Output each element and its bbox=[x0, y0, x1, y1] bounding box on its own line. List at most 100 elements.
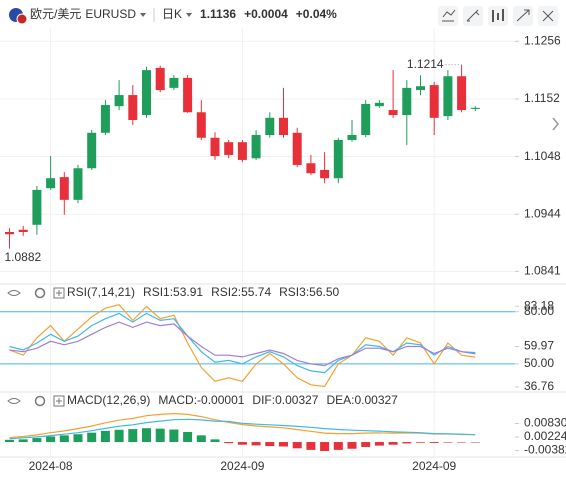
x-tick-label: 2024-09 bbox=[412, 459, 456, 473]
add-icon-cross bbox=[56, 290, 62, 296]
y-tick-label: -0.00382 bbox=[524, 443, 566, 457]
x-tick-label: 2024-09 bbox=[220, 459, 264, 473]
settings-icon[interactable] bbox=[34, 287, 46, 299]
x-tick-label: 2024-08 bbox=[29, 459, 73, 473]
candle-body bbox=[142, 70, 151, 116]
min-label: 1.0882 bbox=[5, 250, 42, 264]
histogram-bar bbox=[73, 434, 83, 443]
histogram-bar bbox=[5, 439, 14, 443]
visibility-icon[interactable] bbox=[7, 290, 21, 296]
candle-body bbox=[5, 232, 14, 235]
series-line bbox=[9, 412, 476, 439]
histogram-bar bbox=[416, 442, 425, 443]
histogram-bar bbox=[32, 438, 42, 443]
series-line bbox=[9, 418, 476, 440]
candle-body bbox=[320, 169, 330, 179]
histogram-bar bbox=[374, 442, 384, 446]
y-tick-label: 0.00830 bbox=[524, 416, 566, 430]
candle-body bbox=[429, 85, 439, 118]
candle-body bbox=[265, 117, 275, 135]
visibility-icon[interactable] bbox=[7, 398, 21, 404]
histogram-bar bbox=[169, 429, 179, 443]
histogram-bar bbox=[237, 442, 247, 445]
legend-label: RSI1:53.91 bbox=[143, 285, 203, 299]
icon bbox=[466, 9, 480, 22]
draw-tool-button[interactable] bbox=[438, 6, 458, 26]
flag-icon bbox=[9, 8, 28, 25]
y-tick-label: 1.1048 bbox=[524, 149, 561, 163]
candle-body bbox=[279, 117, 288, 135]
add-icon-cross bbox=[56, 398, 62, 404]
candle-body bbox=[196, 112, 206, 138]
histogram-bar bbox=[114, 429, 124, 443]
candle-body bbox=[361, 103, 371, 135]
candle-body bbox=[470, 107, 480, 109]
legend-label: DIF:0.00327 bbox=[252, 393, 318, 407]
y-tick-label: 83.18 bbox=[524, 298, 554, 312]
panel-title: MACD(12,26,9) bbox=[67, 393, 150, 407]
candle-body bbox=[46, 178, 56, 189]
add-icon[interactable] bbox=[53, 395, 65, 407]
candle-body bbox=[237, 142, 247, 160]
y-tick-label: 36.76 bbox=[524, 379, 554, 393]
histogram-bar bbox=[292, 442, 302, 449]
y-tick-label: 50.00 bbox=[524, 356, 554, 370]
settings-icon[interactable] bbox=[34, 395, 46, 407]
change: +0.0004 bbox=[244, 7, 288, 21]
price: 1.1136 bbox=[200, 7, 236, 21]
candle-body bbox=[292, 132, 302, 165]
histogram-bar bbox=[429, 442, 439, 443]
candle-body bbox=[443, 76, 453, 117]
candle-body bbox=[210, 137, 220, 157]
histogram-bar bbox=[443, 442, 453, 443]
candle-body bbox=[306, 163, 316, 174]
legend-label: MACD:-0.00001 bbox=[158, 393, 244, 407]
candle-body bbox=[155, 67, 165, 91]
histogram-bar bbox=[142, 428, 151, 443]
y-tick-label: 59.97 bbox=[524, 339, 554, 353]
icon bbox=[542, 10, 554, 22]
candle-body bbox=[32, 189, 42, 225]
histogram-bar bbox=[361, 442, 371, 447]
histogram-bar bbox=[251, 442, 261, 446]
histogram-bar bbox=[100, 430, 110, 443]
histogram-bar bbox=[18, 439, 28, 443]
histogram-bar bbox=[265, 442, 275, 447]
histogram-bar bbox=[59, 435, 69, 443]
panel-title: RSI(7,14,21) bbox=[67, 285, 135, 299]
y-tick-label: 1.0841 bbox=[524, 264, 561, 278]
histogram-bar bbox=[470, 442, 480, 443]
histogram-bar bbox=[279, 442, 288, 447]
symbol-name: 欧元/美元 bbox=[30, 7, 81, 21]
dropdown-arrow bbox=[140, 13, 147, 17]
pen-button[interactable] bbox=[463, 6, 483, 26]
candle-body bbox=[251, 134, 261, 159]
histogram-bar bbox=[457, 442, 467, 443]
legend-label: DEA:0.00327 bbox=[326, 393, 398, 407]
histogram-bar bbox=[183, 431, 193, 443]
candle-body bbox=[114, 95, 124, 107]
candle-body bbox=[183, 77, 193, 113]
icon bbox=[516, 9, 530, 22]
period: 日K bbox=[162, 7, 182, 21]
y-tick-label: 80.00 bbox=[524, 304, 554, 318]
symbol: EURUSD bbox=[85, 7, 136, 21]
collapse-arrow[interactable] bbox=[552, 117, 559, 131]
change-pct: +0.04% bbox=[296, 7, 337, 21]
histogram-bar bbox=[210, 439, 220, 443]
toolbar-icons bbox=[438, 6, 558, 26]
candle-body bbox=[388, 110, 398, 116]
candle-body bbox=[87, 132, 97, 169]
series-line bbox=[9, 321, 476, 367]
candle-body bbox=[457, 76, 467, 111]
candle-body bbox=[169, 77, 179, 88]
histogram-bar bbox=[388, 442, 398, 445]
histogram-bar bbox=[306, 442, 316, 450]
histogram-bar bbox=[46, 436, 56, 443]
y-tick-label: 0.00224 bbox=[524, 429, 566, 443]
legend-label: RSI2:55.74 bbox=[211, 285, 271, 299]
add-icon[interactable] bbox=[53, 287, 65, 299]
max-label: 1.1214 bbox=[407, 57, 444, 71]
histogram-bar bbox=[128, 429, 138, 443]
